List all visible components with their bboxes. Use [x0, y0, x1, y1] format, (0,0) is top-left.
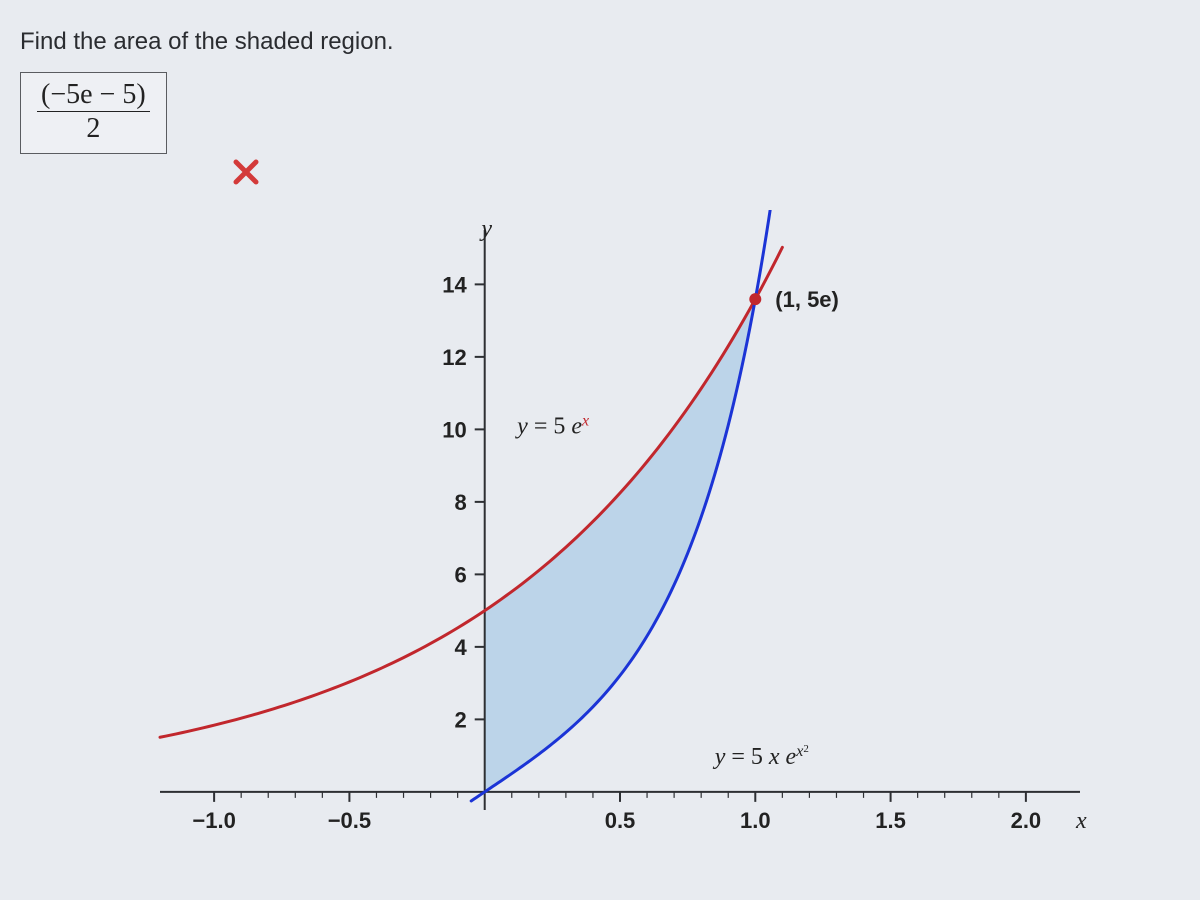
- intersection-point: [749, 293, 761, 305]
- y-tick-label: 6: [454, 562, 466, 587]
- y-tick-label: 10: [442, 417, 466, 442]
- x-tick-label: −1.0: [192, 808, 235, 833]
- student-answer-box: (−5e − 5) 2: [20, 72, 167, 154]
- y-axis-label: y: [479, 216, 492, 242]
- x-tick-label: 1.5: [875, 808, 906, 833]
- y-tick-label: 4: [454, 635, 467, 660]
- curve-a-label: y = 5 ex: [515, 412, 589, 440]
- chart-area: −1.0 −0.5 0.5 1.0 1.5 2.0 2 4 6 8 10 12 14 y x (1, 5e) y…: [100, 210, 1100, 870]
- y-tick-label: 12: [442, 345, 466, 370]
- x-tick-label: 1.0: [740, 808, 771, 833]
- x-tick-label: 2.0: [1011, 808, 1042, 833]
- page-root: Find the area of the shaded region. (−5e…: [0, 0, 1200, 900]
- problem-prompt: Find the area of the shaded region.: [20, 28, 394, 56]
- x-axis-label: x: [1075, 808, 1087, 834]
- answer-denominator: 2: [37, 112, 150, 145]
- curve-b-label: y = 5 x ex2: [713, 742, 809, 770]
- incorrect-icon: [232, 158, 260, 191]
- y-tick-label: 2: [454, 707, 466, 732]
- answer-numerator: (−5e − 5): [37, 79, 150, 112]
- x-tick-label: −0.5: [328, 808, 371, 833]
- y-tick-label: 8: [454, 490, 466, 515]
- y-tick-label: 14: [442, 272, 467, 297]
- intersection-label: (1, 5e): [775, 287, 839, 312]
- shaded-region: [485, 299, 756, 792]
- answer-fraction: (−5e − 5) 2: [37, 79, 150, 145]
- x-tick-label: 0.5: [605, 808, 636, 833]
